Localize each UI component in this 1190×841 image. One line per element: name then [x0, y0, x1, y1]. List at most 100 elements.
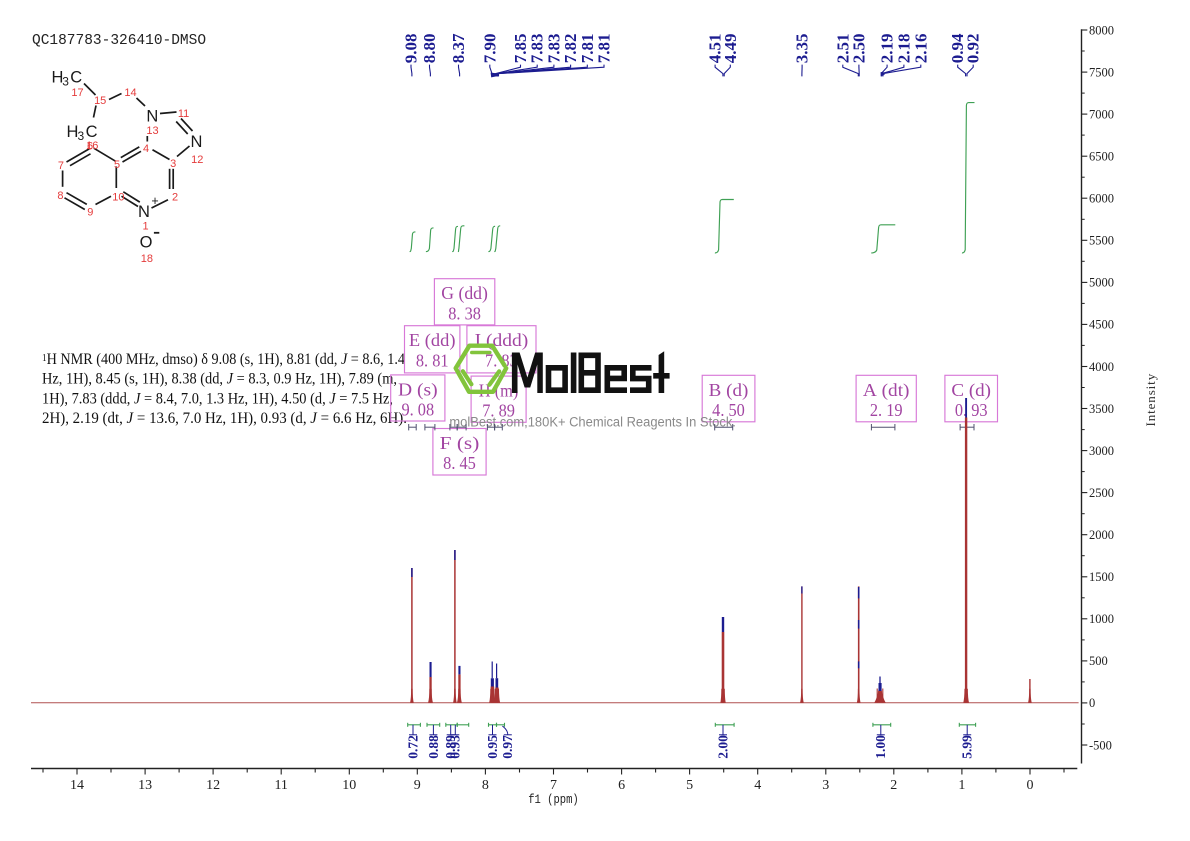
svg-text:8.80: 8.80	[420, 34, 439, 64]
svg-text:2.18: 2.18	[894, 34, 913, 64]
svg-text:-500: -500	[1089, 738, 1112, 752]
svg-text:0.93: 0.93	[448, 735, 463, 759]
svg-text:7000: 7000	[1089, 107, 1114, 121]
svg-text:8. 45: 8. 45	[443, 453, 476, 473]
svg-text:0.94: 0.94	[948, 33, 967, 63]
svg-text:4: 4	[754, 778, 761, 793]
svg-text:4.51: 4.51	[706, 34, 725, 64]
svg-text:2.50: 2.50	[849, 34, 868, 64]
svg-text:6000: 6000	[1089, 192, 1114, 206]
svg-text:0.92: 0.92	[964, 34, 983, 64]
svg-text:10: 10	[112, 191, 124, 203]
svg-text:2: 2	[172, 191, 178, 203]
svg-text:9.08: 9.08	[402, 34, 421, 64]
svg-text:6500: 6500	[1089, 150, 1114, 164]
svg-text:2H), 2.19 (dt, J = 13.6, 7.0 H: 2H), 2.19 (dt, J = 13.6, 7.0 Hz, 1H), 0.…	[42, 410, 407, 427]
svg-text:8.37: 8.37	[449, 33, 468, 63]
svg-text:O: O	[140, 233, 153, 251]
svg-text:0. 93: 0. 93	[955, 400, 988, 420]
svg-text:A (dt): A (dt)	[863, 380, 910, 401]
svg-text:1: 1	[143, 221, 149, 233]
svg-text:F (s): F (s)	[440, 433, 480, 454]
svg-text:8: 8	[57, 190, 63, 202]
svg-text:0.89: 0.89	[443, 735, 458, 759]
svg-text:7.83: 7.83	[544, 34, 563, 64]
svg-text:9: 9	[87, 206, 93, 218]
svg-text:C: C	[86, 123, 98, 141]
svg-text:3.35: 3.35	[793, 34, 812, 64]
svg-text:H: H	[67, 123, 79, 141]
svg-text:2.00: 2.00	[715, 735, 730, 759]
svg-text:D (s): D (s)	[398, 379, 438, 400]
svg-text:C (d): C (d)	[951, 380, 991, 401]
svg-text:4000: 4000	[1089, 360, 1114, 374]
svg-text:+: +	[151, 194, 158, 208]
svg-text:C: C	[70, 68, 82, 86]
svg-text:12: 12	[191, 154, 203, 166]
svg-text:10: 10	[342, 778, 356, 793]
svg-text:N: N	[138, 203, 150, 221]
svg-text:3500: 3500	[1089, 402, 1114, 416]
svg-text:3: 3	[170, 158, 176, 170]
svg-text:5: 5	[686, 778, 693, 793]
svg-text:0.72: 0.72	[405, 735, 420, 759]
svg-text:f1 (ppm): f1 (ppm)	[528, 793, 579, 807]
svg-text:0.88: 0.88	[426, 735, 441, 759]
svg-text:9. 08: 9. 08	[401, 400, 434, 420]
svg-text:5.99: 5.99	[960, 735, 975, 759]
svg-text:8000: 8000	[1089, 23, 1114, 37]
svg-text:3: 3	[78, 129, 85, 143]
svg-text:N: N	[146, 108, 158, 126]
svg-text:2.16: 2.16	[911, 34, 930, 64]
svg-text:4500: 4500	[1089, 318, 1114, 332]
svg-text:15: 15	[94, 95, 106, 107]
svg-text:1.00: 1.00	[873, 735, 888, 759]
svg-text:7.81: 7.81	[595, 34, 614, 64]
svg-text:5: 5	[114, 159, 120, 171]
svg-text:N: N	[190, 133, 202, 151]
svg-text:2.19: 2.19	[878, 34, 897, 64]
svg-text:7.85: 7.85	[511, 34, 530, 64]
svg-text:5000: 5000	[1089, 276, 1114, 290]
svg-text:7.83: 7.83	[528, 34, 547, 64]
svg-text:1500: 1500	[1089, 570, 1114, 584]
svg-text:17: 17	[71, 87, 83, 99]
svg-text:7.82: 7.82	[561, 34, 580, 64]
svg-text:3: 3	[62, 75, 69, 89]
svg-text:8. 81: 8. 81	[416, 350, 449, 370]
svg-text:H: H	[52, 68, 64, 86]
svg-text:Intensity: Intensity	[1143, 373, 1158, 427]
svg-text:2.51: 2.51	[833, 34, 852, 64]
svg-text:500: 500	[1089, 654, 1108, 668]
svg-text:1: 1	[958, 778, 965, 793]
svg-text:9: 9	[414, 778, 421, 793]
svg-text:I (ddd): I (ddd)	[475, 330, 529, 351]
svg-text:0: 0	[1027, 778, 1034, 793]
svg-text:1H), 7.83 (ddd, J = 8.4, 7.0,: 1H), 7.83 (ddd, J = 8.4, 7.0, 1.3 Hz, 1H…	[42, 390, 393, 407]
svg-text:6: 6	[618, 778, 625, 793]
svg-text:11: 11	[274, 778, 287, 793]
svg-text:molBest.com,180K+ Chemical Rea: molBest.com,180K+ Chemical Reagents In S…	[449, 415, 736, 430]
svg-text:14: 14	[70, 778, 84, 793]
svg-text:7: 7	[58, 160, 64, 172]
svg-text:7500: 7500	[1089, 65, 1114, 79]
svg-text:1000: 1000	[1089, 612, 1114, 626]
svg-text:7. 89: 7. 89	[482, 401, 515, 421]
svg-text:B (d): B (d)	[709, 380, 749, 401]
svg-text:6: 6	[87, 140, 93, 152]
svg-text:2: 2	[890, 778, 897, 793]
svg-text:5500: 5500	[1089, 234, 1114, 248]
svg-text:2. 19: 2. 19	[870, 400, 903, 420]
svg-text:4. 50: 4. 50	[712, 400, 745, 420]
svg-text:11: 11	[178, 108, 189, 120]
svg-text:16: 16	[86, 140, 98, 152]
svg-text:18: 18	[141, 253, 153, 265]
svg-text:7.81: 7.81	[578, 34, 597, 64]
svg-text:3000: 3000	[1089, 444, 1114, 458]
svg-text:14: 14	[124, 87, 136, 99]
svg-text:13: 13	[138, 778, 152, 793]
svg-text:0.95: 0.95	[485, 735, 500, 759]
svg-text:E (dd): E (dd)	[409, 330, 456, 351]
svg-text:0.97: 0.97	[500, 735, 515, 759]
svg-text:Hz, 1H), 8.45 (s, 1H), 8.38 (d: Hz, 1H), 8.45 (s, 1H), 8.38 (dd, J = 8.3…	[42, 371, 397, 388]
